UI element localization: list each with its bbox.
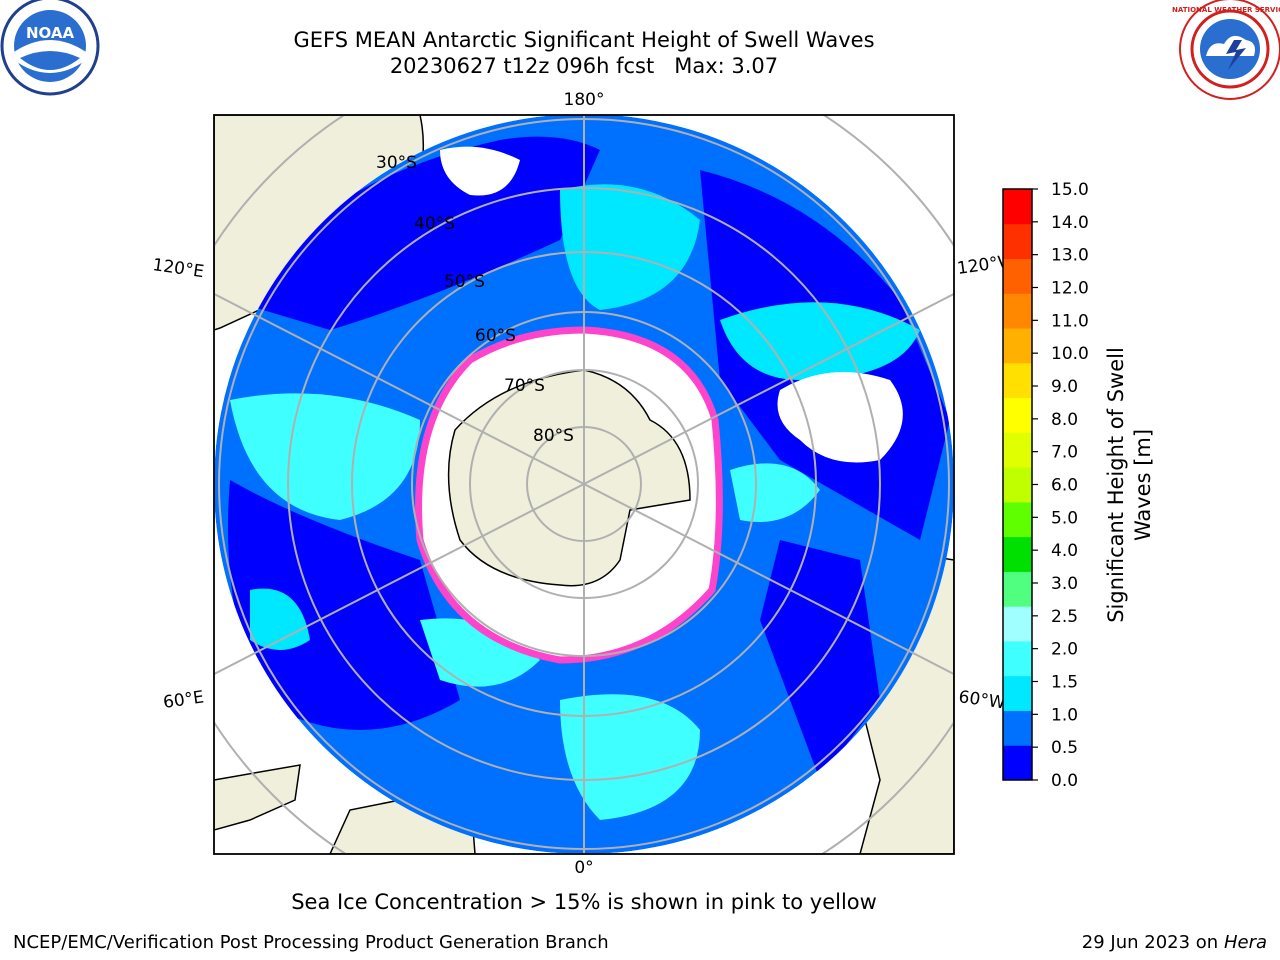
latitude-label: 40°S — [414, 214, 455, 234]
colorbar-segment — [1003, 362, 1032, 399]
colorbar-tick-label: 14.0 — [1051, 213, 1089, 233]
colorbar-tick-label: 7.0 — [1051, 443, 1078, 463]
colorbar-segment — [1003, 467, 1032, 503]
colorbar-tick-label: 13.0 — [1051, 246, 1089, 266]
latitude-label: 80°S — [533, 426, 574, 446]
colorbar-tick-label: 11.0 — [1051, 311, 1089, 331]
colorbar-segment — [1003, 258, 1032, 294]
colorbar-segment — [1003, 223, 1032, 260]
meridian-label-120e: 120°E — [151, 255, 205, 282]
colorbar-tick-label: 2.0 — [1051, 640, 1078, 660]
colorbar-tick-label: 1.0 — [1051, 705, 1078, 725]
colorbar-tick-label: 0.0 — [1051, 771, 1078, 791]
colorbar-segment — [1003, 571, 1032, 607]
chart-title: GEFS MEAN Antarctic Significant Height o… — [293, 28, 875, 52]
antarctica-land — [447, 369, 691, 587]
colorbar: 0.0 0.5 1.0 1.5 2.0 2.5 3.0 4.0 5.0 6.0 7.0 8.0 9.0 1… — [1002, 180, 1089, 791]
meridian-label-60w: 60°W — [957, 687, 1006, 713]
colorbar-tick-label: 12.0 — [1051, 279, 1089, 299]
colorbar-segment — [1003, 432, 1032, 468]
colorbar-segment — [1003, 293, 1032, 329]
colorbar-tick-label: 2.5 — [1051, 607, 1078, 627]
latitude-label: 60°S — [475, 326, 516, 346]
latitude-label: 70°S — [504, 376, 545, 396]
colorbar-tick-label: 6.0 — [1051, 476, 1078, 496]
footer-host: Hera — [1223, 932, 1267, 953]
graticule — [214, 115, 954, 854]
meridian-label-0: 0° — [574, 858, 593, 878]
footer-credit: NCEP/EMC/Verification Post Processing Pr… — [13, 932, 609, 953]
colorbar-segment — [1003, 501, 1032, 538]
nws-logo-icon: NATIONAL WEATHER SERVICE — [1172, 0, 1280, 100]
colorbar-tick-label: 0.5 — [1051, 738, 1078, 758]
latitude-label: 30°S — [376, 153, 417, 173]
colorbar-label-units: Waves [m] — [1131, 429, 1155, 541]
colorbar-segment — [1003, 397, 1032, 433]
madagascar-land — [214, 764, 301, 831]
colorbar-segment — [1003, 189, 1032, 225]
colorbar-segment — [1003, 745, 1032, 781]
noaa-logo-text: NOAA — [26, 24, 75, 42]
colorbar-tick-label: 5.0 — [1051, 508, 1078, 528]
colorbar-tick-label: 3.0 — [1051, 574, 1078, 594]
colorbar-tick-label: 15.0 — [1051, 180, 1089, 200]
colorbar-tick-label: 8.0 — [1051, 410, 1078, 430]
colorbar-label: Significant Height of Swell — [1104, 347, 1128, 623]
colorbar-segment — [1003, 536, 1032, 572]
meridian-label-180: 180° — [564, 90, 605, 110]
colorbar-tick-label: 1.5 — [1051, 673, 1078, 693]
colorbar-segment — [1003, 675, 1032, 711]
meridian-label-60e: 60°E — [162, 687, 205, 712]
colorbar-tick-label: 9.0 — [1051, 377, 1078, 397]
chart-subtitle: 20230627 t12z 096h fcst Max: 3.07 — [389, 54, 779, 78]
footer-date-text: 29 Jun 2023 on — [1081, 932, 1219, 953]
colorbar-segment — [1003, 606, 1032, 642]
colorbar-tick-label: 10.0 — [1051, 344, 1089, 364]
noaa-logo-icon: NOAA — [0, 0, 100, 96]
nws-logo-text: NATIONAL WEATHER SERVICE — [1172, 6, 1280, 14]
map-frame — [213, 114, 955, 855]
footer-date: 29 Jun 2023 on Hera — [1082, 932, 1267, 953]
colorbar-segment — [1003, 710, 1032, 746]
colorbar-segment — [1003, 640, 1032, 677]
colorbar-segment — [1003, 328, 1032, 364]
sea-ice-note: Sea Ice Concentration > 15% is shown in … — [291, 890, 877, 914]
latitude-label: 50°S — [444, 272, 485, 292]
colorbar-tick-label: 4.0 — [1051, 541, 1078, 561]
